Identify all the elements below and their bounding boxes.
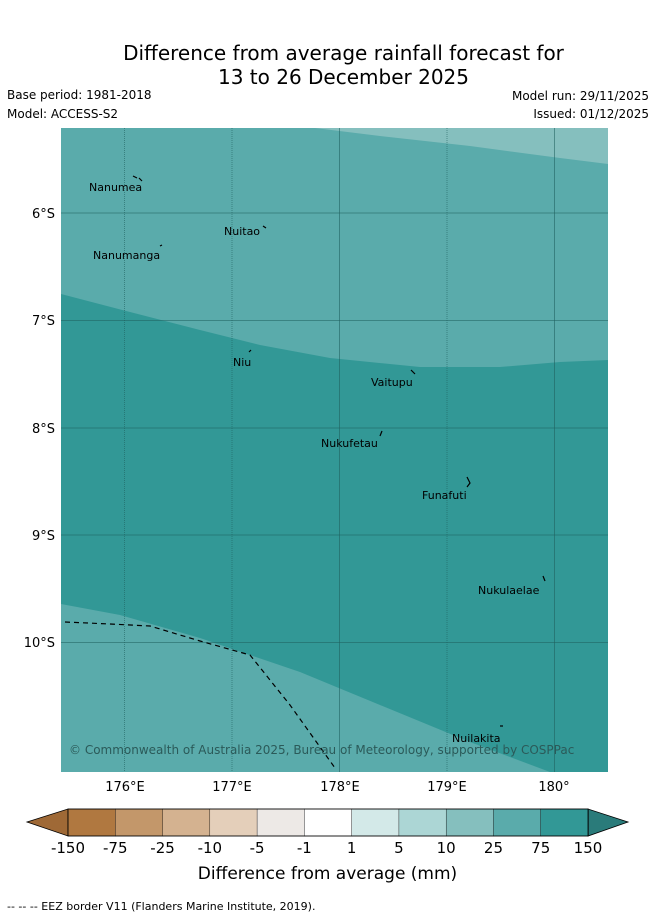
colorbar-tick-label: 10 (437, 839, 456, 857)
graticule (61, 128, 608, 772)
colorbar-tick-label: -150 (51, 839, 85, 857)
lon-label-178e: 178°E (320, 780, 360, 795)
colorbar-tick-label: -5 (250, 839, 265, 857)
colorbar: -150 -75 -25 -10 -5 -1 1 5 10 25 75 150 (25, 808, 630, 857)
colorbar-block-8 (445, 808, 495, 837)
colorbar-over-triangle (587, 808, 630, 837)
lat-label-8s: 8°S (32, 422, 55, 437)
colorbar-tick-label: -75 (103, 839, 128, 857)
colorbar-tick-label: 150 (574, 839, 603, 857)
colorbar-tick-label: 75 (531, 839, 550, 857)
zone-pale-top (315, 128, 608, 164)
eez-legend-note: -- -- -- EEZ border V11 (Flanders Marine… (7, 900, 316, 913)
colorbar-blocks (67, 808, 589, 837)
zone-dark (61, 294, 608, 772)
island-label-vaitupu: Vaitupu (371, 376, 413, 389)
island-label-nukulaelae: Nukulaelae (478, 584, 540, 597)
map-title: Difference from average rainfall forecas… (0, 41, 655, 89)
island-label-funafuti: Funafuti (422, 489, 467, 502)
colorbar-block-7 (398, 808, 447, 837)
nuitao-shape (262, 225, 267, 229)
forecast-zones (61, 128, 608, 772)
lon-label-179e: 179°E (427, 780, 467, 795)
nanumea-shape (132, 175, 143, 182)
colorbar-block-3 (209, 808, 258, 837)
island-label-nukufetau: Nukufetau (321, 437, 378, 450)
colorbar-tick-label: -1 (297, 839, 312, 857)
island-label-nuitao: Nuitao (224, 225, 260, 238)
nukufetau-shape (379, 430, 383, 437)
title-line-2: 13 to 26 December 2025 (217, 65, 469, 89)
lat-label-7s: 7°S (32, 314, 55, 329)
colorbar-tick-label: -10 (198, 839, 223, 857)
colorbar-tick-label: 25 (484, 839, 503, 857)
issued-label: Issued: 01/12/2025 (533, 107, 649, 121)
lat-label-6s: 6°S (32, 207, 55, 222)
model-run-label: Model run: 29/11/2025 (511, 89, 649, 103)
island-shapes (132, 175, 546, 727)
island-label-nanumea: Nanumea (89, 181, 142, 194)
colorbar-block-9 (493, 808, 542, 837)
lon-label-180: 180° (538, 780, 569, 795)
lat-label-10s: 10°S (24, 636, 55, 651)
nukulaelae-shape (542, 575, 546, 582)
island-label-nuilakita: Nuilakita (452, 732, 501, 745)
funafuti-shape (466, 476, 471, 488)
colorbar-block-0 (67, 808, 116, 837)
colorbar-frame (67, 808, 589, 837)
colorbar-block-4 (256, 808, 306, 837)
colorbar-block-1 (115, 808, 164, 837)
colorbar-ticks: -150 -75 -25 -10 -5 -1 1 5 10 25 75 150 (51, 839, 602, 857)
niu-shape (248, 349, 252, 353)
nanumanga-shape (159, 244, 163, 247)
eez-border (64, 621, 336, 769)
island-label-niu: Niu (233, 356, 251, 369)
lat-label-9s: 9°S (32, 529, 55, 544)
title-line-1: Difference from average rainfall forecas… (123, 41, 564, 65)
colorbar-block-6 (351, 808, 400, 837)
model-label: Model: ACCESS-S2 (7, 107, 119, 121)
colorbar-tick-label: -25 (150, 839, 175, 857)
island-label-nanumanga: Nanumanga (93, 249, 160, 262)
colorbar-tick-label: 1 (347, 839, 357, 857)
colorbar-tick-label: 5 (394, 839, 404, 857)
colorbar-under-triangle (25, 808, 69, 837)
colorbar-block-5 (304, 808, 353, 837)
colorbar-block-2 (162, 808, 211, 837)
base-period-label: Base period: 1981-2018 (7, 88, 152, 102)
colorbar-block-10 (540, 808, 589, 837)
lon-label-176e: 176°E (105, 780, 145, 795)
vaitupu-shape (410, 369, 416, 375)
colorbar-label: Difference from average (mm) (197, 864, 458, 884)
lon-label-177e: 177°E (212, 780, 252, 795)
copyright-notice: © Commonwealth of Australia 2025, Bureau… (69, 743, 574, 757)
